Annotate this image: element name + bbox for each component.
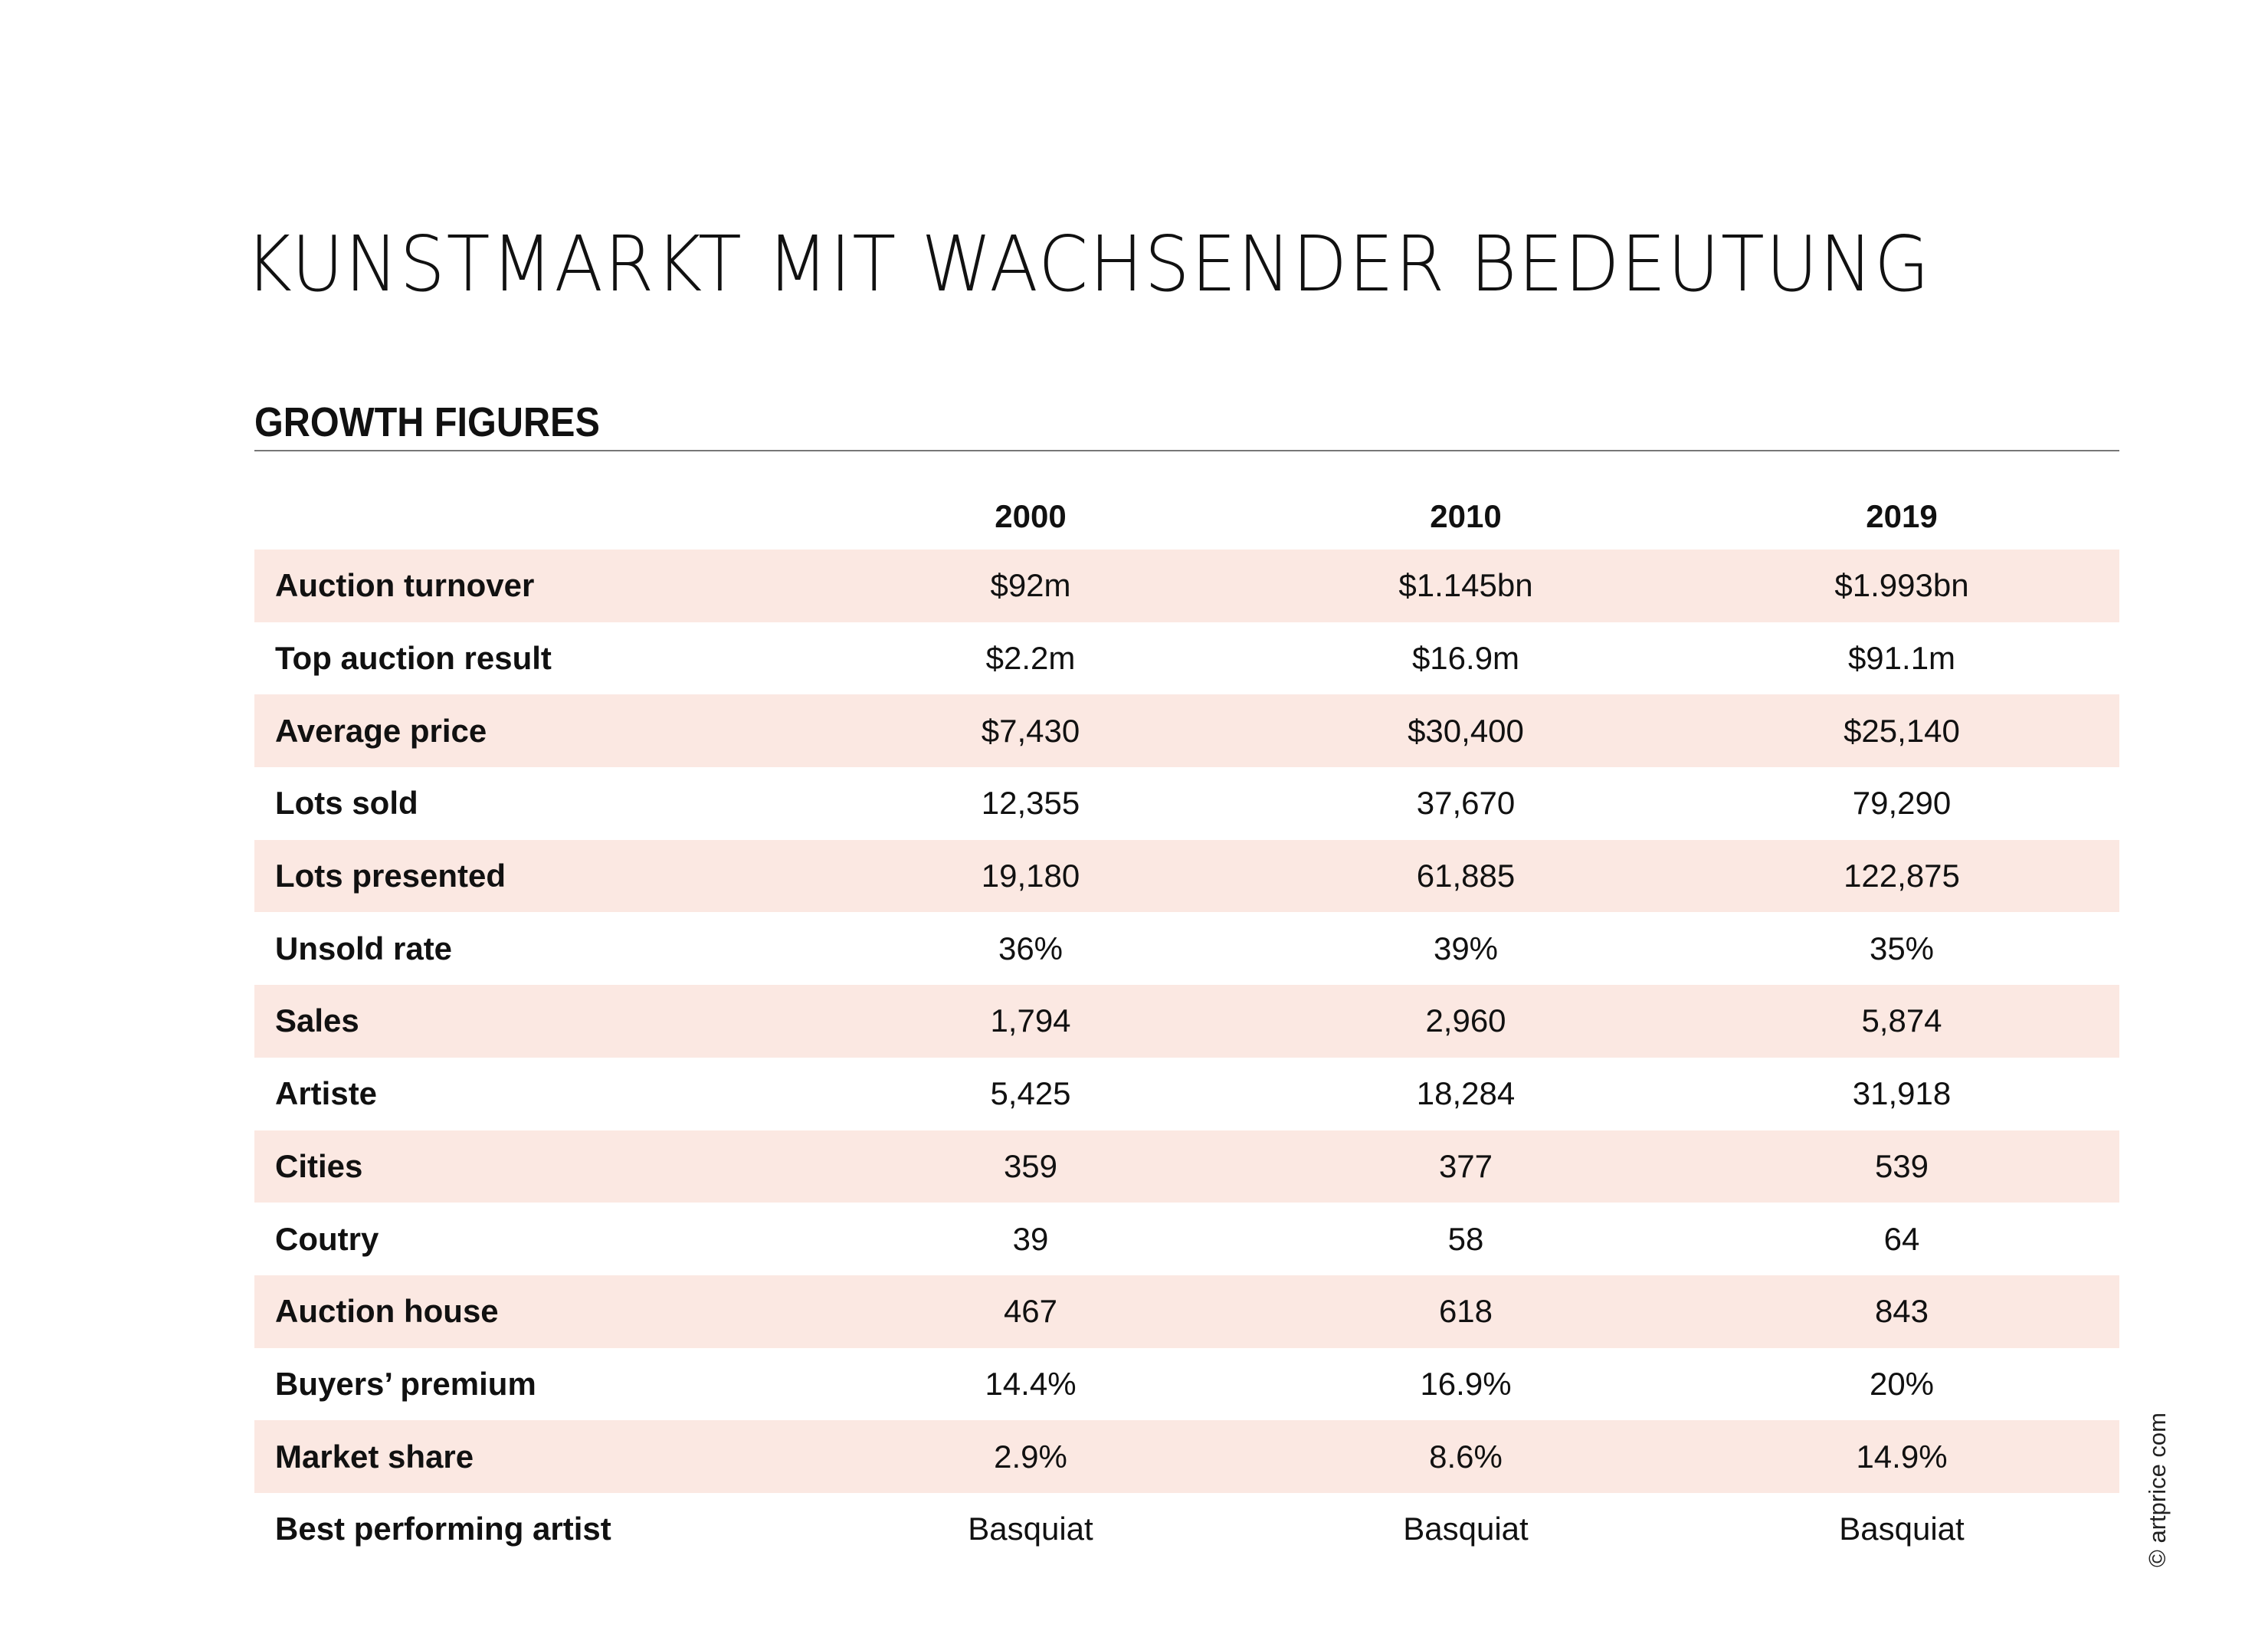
page-title: KUNSTMARKT MIT WACHSENDER BEDEUTUNG [245, 219, 1931, 309]
row-label: Lots presented [275, 858, 506, 894]
row-label: Lots sold [275, 785, 418, 822]
growth-table: Auction turnover $92m $1.145bn $1.993bn Top … [254, 550, 2119, 1566]
table-cell: 5,425 [990, 1075, 1071, 1112]
table-cell: Basquiat [1403, 1511, 1529, 1547]
table-cell: $1.993bn [1834, 567, 1969, 604]
table-row: Top auction result $2.2m $16.9m $91.1m [254, 622, 2119, 695]
row-label: Auction house [275, 1293, 499, 1330]
table-cell: 20% [1869, 1365, 1935, 1402]
table-cell: 14.9% [1856, 1438, 1948, 1475]
table-row: Lots sold 12,355 37,670 79,290 [254, 767, 2119, 840]
table-row: Average price $7,430 $30,400 $25,140 [254, 694, 2119, 768]
table-cell: 14.4% [985, 1365, 1077, 1402]
row-label: Coutry [275, 1220, 379, 1257]
column-header: 2010 [1430, 498, 1502, 534]
table-cell: 359 [1003, 1147, 1058, 1184]
table-cell: 61,885 [1416, 858, 1516, 894]
table-cell: 19,180 [981, 858, 1080, 894]
row-label: Buyers’ premium [275, 1365, 536, 1402]
table-cell: 122,875 [1844, 858, 1960, 894]
row-label: Sales [275, 1002, 359, 1039]
table-cell: 539 [1874, 1147, 1929, 1184]
table-header: 2000 2010 2019 [254, 498, 2119, 544]
table-cell: 31,918 [1852, 1075, 1952, 1112]
table-cell: 5,874 [1861, 1002, 1942, 1039]
row-label: Average price [275, 712, 487, 749]
section-title: GROWTH FIGURES [254, 399, 600, 445]
table-row: Cities 359 377 539 [254, 1130, 2119, 1203]
row-label: Unsold rate [275, 930, 453, 966]
table-cell: 35% [1869, 930, 1935, 966]
row-label: Auction turnover [275, 567, 535, 604]
table-cell: 64 [1883, 1220, 1920, 1257]
table-row: Artiste 5,425 18,284 31,918 [254, 1058, 2119, 1130]
table-cell: $2.2m [985, 640, 1076, 677]
table-cell: 37,670 [1416, 785, 1516, 822]
table-cell: 39 [1012, 1220, 1049, 1257]
table-cell: $16.9m [1411, 640, 1520, 677]
table-cell: 377 [1438, 1147, 1493, 1184]
table-cell: $91.1m [1847, 640, 1956, 677]
table-cell: 39% [1433, 930, 1499, 966]
row-label: Cities [275, 1147, 363, 1184]
column-header: 2000 [995, 498, 1067, 534]
table-cell: 16.9% [1420, 1365, 1512, 1402]
table-cell: 8.6% [1429, 1438, 1503, 1475]
divider [254, 450, 2119, 451]
table-cell: 12,355 [981, 785, 1080, 822]
table-cell: $7,430 [981, 712, 1080, 749]
table-row: Coutry 39 58 64 [254, 1203, 2119, 1275]
table-cell: 467 [1003, 1293, 1058, 1330]
table-cell: 58 [1447, 1220, 1484, 1257]
table-cell: 1,794 [990, 1002, 1071, 1039]
table-row: Buyers’ premium 14.4% 16.9% 20% [254, 1348, 2119, 1421]
column-header: 2019 [1866, 498, 1938, 534]
table-row: Sales 1,794 2,960 5,874 [254, 985, 2119, 1058]
table-row: Lots presented 19,180 61,885 122,875 [254, 839, 2119, 913]
table-cell: 18,284 [1416, 1075, 1516, 1112]
table-cell: 843 [1874, 1293, 1929, 1330]
table-cell: 2,960 [1425, 1002, 1506, 1039]
table-cell: $92m [990, 567, 1071, 604]
table-row: Unsold rate 36% 39% 35% [254, 912, 2119, 985]
table-row: Auction turnover $92m $1.145bn $1.993bn [254, 550, 2119, 622]
table-cell: 79,290 [1852, 785, 1952, 822]
table-cell: 618 [1438, 1293, 1493, 1330]
table-row: Auction house 467 618 843 [254, 1275, 2119, 1348]
copyright-note: © artprice com [2144, 1413, 2171, 1567]
table-cell: $30,400 [1408, 712, 1524, 749]
table-cell: $1.145bn [1398, 567, 1533, 604]
table-cell: 2.9% [994, 1438, 1067, 1475]
row-label: Best performing artist [275, 1511, 611, 1547]
table-row: Market share 2.9% 8.6% 14.9% [254, 1420, 2119, 1493]
table-cell: 36% [998, 930, 1064, 966]
row-label: Top auction result [275, 640, 552, 677]
table-row: Best performing artist Basquiat Basquiat Ba… [254, 1493, 2119, 1566]
table-cell: Basquiat [968, 1511, 1093, 1547]
row-label: Artiste [275, 1075, 378, 1112]
table-cell: Basquiat [1839, 1511, 1965, 1547]
table-cell: $25,140 [1844, 712, 1960, 749]
row-label: Market share [275, 1438, 474, 1475]
